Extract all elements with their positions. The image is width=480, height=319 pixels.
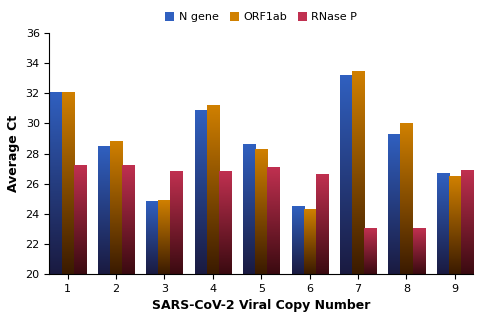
- Bar: [352, 0, 364, 274]
- Bar: [61, 0, 73, 274]
- Bar: [98, 0, 110, 274]
- Bar: [243, 0, 255, 274]
- Bar: [122, 0, 134, 274]
- Bar: [400, 0, 412, 274]
- Bar: [437, 0, 449, 274]
- X-axis label: SARS-CoV-2 Viral Copy Number: SARS-CoV-2 Viral Copy Number: [152, 299, 371, 312]
- Bar: [449, 0, 461, 274]
- Bar: [412, 0, 425, 274]
- Bar: [340, 0, 352, 274]
- Y-axis label: Average Ct: Average Ct: [7, 115, 20, 192]
- Legend: N gene, ORF1ab, RNase P: N gene, ORF1ab, RNase P: [161, 8, 361, 26]
- Bar: [146, 0, 158, 274]
- Bar: [291, 0, 304, 274]
- Bar: [364, 0, 376, 274]
- Bar: [388, 0, 400, 274]
- Bar: [170, 0, 182, 274]
- Bar: [195, 0, 207, 274]
- Bar: [207, 0, 219, 274]
- Bar: [316, 0, 328, 274]
- Bar: [219, 0, 231, 274]
- Bar: [158, 0, 170, 274]
- Bar: [304, 0, 316, 274]
- Bar: [255, 0, 267, 274]
- Bar: [49, 0, 61, 274]
- Bar: [267, 0, 279, 274]
- Bar: [73, 0, 86, 274]
- Bar: [461, 0, 473, 274]
- Bar: [110, 0, 122, 274]
